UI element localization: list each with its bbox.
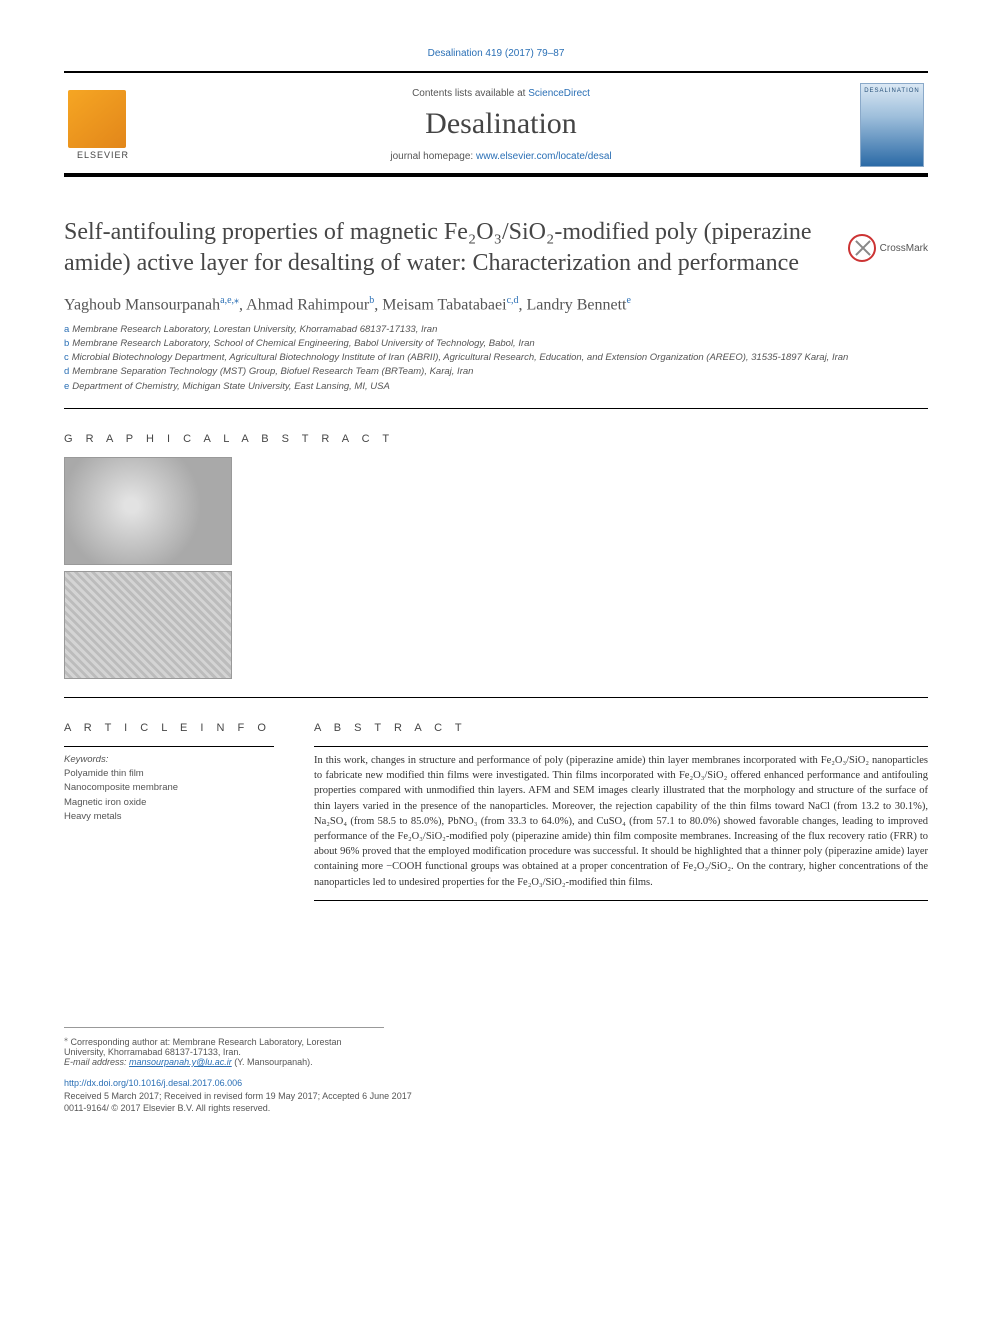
received-line: Received 5 March 2017; Received in revis… (64, 1090, 928, 1103)
keywords-block: Keywords: Polyamide thin film Nanocompos… (64, 753, 274, 824)
doi-link[interactable]: http://dx.doi.org/10.1016/j.desal.2017.0… (64, 1077, 928, 1090)
issn-line: 0011-9164/ © 2017 Elsevier B.V. All righ… (64, 1102, 928, 1115)
article-info-label: A R T I C L E I N F O (64, 722, 274, 734)
crossmark-icon (848, 234, 876, 262)
citation-line: Desalination 419 (2017) 79–87 (64, 48, 928, 59)
publisher-logo: ELSEVIER (68, 90, 138, 160)
contents-list-line: Contents lists available at ScienceDirec… (154, 88, 848, 99)
sem-image-1 (64, 457, 232, 565)
publisher-name: ELSEVIER (68, 150, 138, 160)
footer: ⁎ Corresponding author at: Membrane Rese… (64, 1027, 928, 1115)
abstract-text: In this work, changes in structure and p… (314, 753, 928, 890)
journal-title: Desalination (154, 107, 848, 141)
journal-homepage-line: journal homepage: www.elsevier.com/locat… (154, 151, 848, 162)
divider (314, 746, 928, 747)
journal-header: ELSEVIER Contents lists available at Sci… (64, 71, 928, 177)
journal-homepage-link[interactable]: www.elsevier.com/locate/desal (476, 151, 612, 162)
author-name: Landry Bennett (527, 297, 627, 314)
journal-cover-thumbnail: DESALINATION (860, 83, 924, 167)
keywords-label: Keywords: (64, 753, 274, 767)
abstract-label: A B S T R A C T (314, 722, 928, 734)
keyword-item: Polyamide thin film (64, 767, 274, 781)
crossmark-badge[interactable]: CrossMark (848, 217, 928, 279)
corresponding-star: ⁎ (234, 295, 239, 306)
author-name: Ahmad Rahimpour (246, 297, 369, 314)
article-title: Self-antifouling properties of magnetic … (64, 217, 848, 279)
graphical-abstract-images (64, 457, 928, 679)
divider (314, 900, 928, 901)
corresponding-author-block: ⁎ Corresponding author at: Membrane Rese… (64, 1027, 384, 1067)
graphical-abstract-label: G R A P H I C A L A B S T R A C T (64, 433, 928, 445)
divider (64, 408, 928, 409)
affiliation-block: aMembrane Research Laboratory, Lorestan … (64, 323, 928, 394)
author-name: Yaghoub Mansourpanah (64, 297, 220, 314)
email-link[interactable]: mansourpanah.y@lu.ac.ir (129, 1057, 232, 1067)
keyword-item: Magnetic iron oxide (64, 796, 274, 810)
keyword-item: Heavy metals (64, 810, 274, 824)
author-list: Yaghoub Mansourpanaha,e,⁎, Ahmad Rahimpo… (64, 295, 928, 314)
keyword-item: Nanocomposite membrane (64, 781, 274, 795)
author-name: Meisam Tabatabaei (382, 297, 506, 314)
sem-image-2 (64, 571, 232, 679)
sciencedirect-link[interactable]: ScienceDirect (528, 88, 590, 99)
divider (64, 746, 274, 747)
